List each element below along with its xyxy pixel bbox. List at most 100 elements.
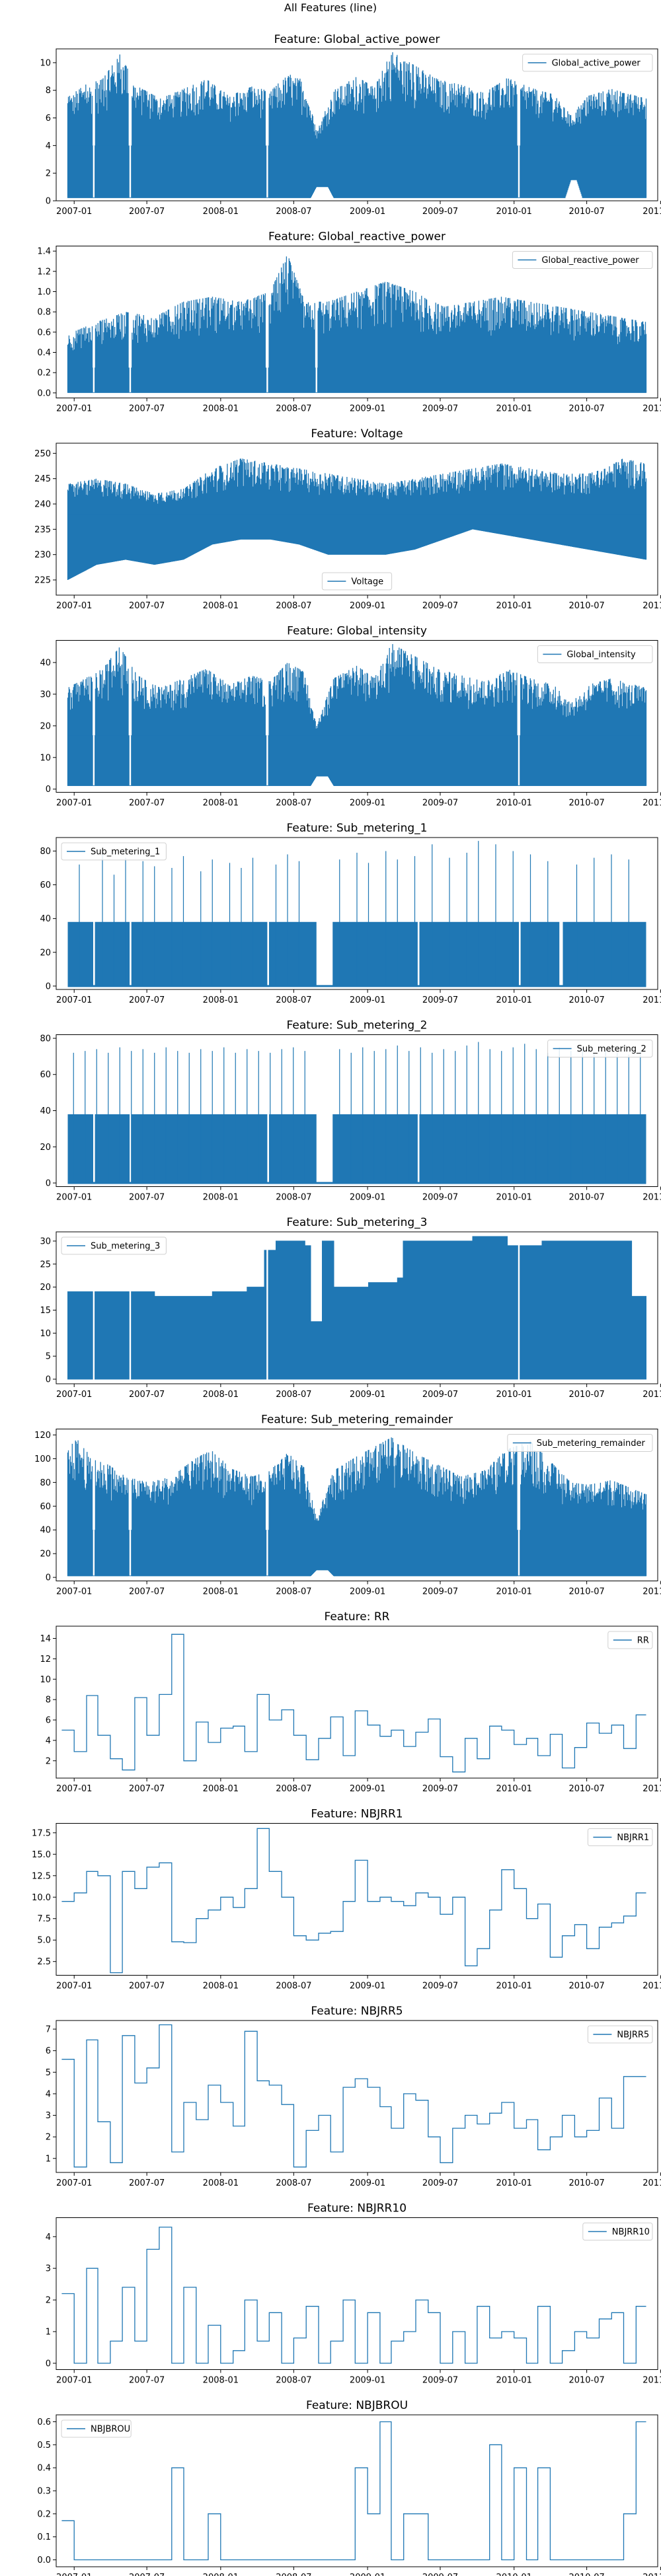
legend-box xyxy=(61,1236,167,1255)
y-tick-label: 10 xyxy=(40,58,51,68)
x-tick-label: 2009-01 xyxy=(350,2376,385,2386)
y-tick-label: 40 xyxy=(40,659,51,668)
data-gap xyxy=(266,735,268,785)
x-tick-label: 2010-01 xyxy=(496,2376,532,2386)
series-band xyxy=(332,1114,418,1184)
x-tick-label: 2007-07 xyxy=(129,1982,165,1991)
series-line-path xyxy=(61,2421,646,2561)
data-gap xyxy=(518,1232,520,1384)
x-tick-label: 2011-01 xyxy=(642,2376,661,2386)
x-tick-label: 2009-01 xyxy=(350,207,385,217)
y-tick-label: 120 xyxy=(34,1431,51,1441)
x-tick-label: 2007-01 xyxy=(56,207,92,217)
y-tick-label: 7.5 xyxy=(37,1914,51,1924)
legend-label: NBJRR5 xyxy=(617,2030,649,2040)
y-tick-label: 80 xyxy=(40,847,51,857)
legend-label: NBJRR1 xyxy=(617,1833,649,1843)
x-tick-label: 2009-01 xyxy=(350,601,385,611)
data-gap xyxy=(518,735,520,785)
x-tick-label: 2007-01 xyxy=(56,404,92,414)
x-tick-label: 2009-07 xyxy=(422,1193,458,1203)
legend-box xyxy=(537,645,653,663)
x-tick-label: 2010-01 xyxy=(496,1982,532,1991)
x-tick-label: 2007-07 xyxy=(129,2178,165,2188)
data-gap xyxy=(129,735,132,785)
y-tick-label: 230 xyxy=(34,550,51,560)
x-tick-label: 2007-07 xyxy=(129,2573,165,2576)
x-tick-label: 2009-07 xyxy=(422,1390,458,1400)
data-gap xyxy=(315,367,317,392)
series-line xyxy=(67,644,647,786)
x-tick-label: 2009-01 xyxy=(350,1982,385,1991)
y-tick-label: 40 xyxy=(40,1526,51,1536)
x-tick-label: 2008-07 xyxy=(276,1193,311,1203)
subplot-11: Feature: NBJRR5 1 2 3 4 5 6 7 2007-01 2007-07 2008… xyxy=(46,2005,661,2188)
legend-box xyxy=(512,251,653,269)
series-body xyxy=(67,145,646,198)
x-tick-label: 2011-01 xyxy=(642,1587,661,1597)
series-line xyxy=(61,2024,646,2168)
legend: Global_intensity xyxy=(537,645,653,663)
series-band xyxy=(563,921,646,986)
x-tick-label: 2007-01 xyxy=(56,2178,92,2188)
subplot-title: Feature: Global_active_power xyxy=(274,33,440,46)
x-tick-label: 2007-07 xyxy=(129,2376,165,2386)
subplot-title: Feature: NBJBROU xyxy=(306,2399,408,2412)
x-tick-label: 2011-01 xyxy=(642,1982,661,1991)
y-tick-label: 235 xyxy=(34,525,51,535)
subplot-title: Feature: Sub_metering_1 xyxy=(287,822,428,835)
y-tick-label: 12 xyxy=(40,1655,51,1664)
x-tick-label: 2010-07 xyxy=(568,2178,604,2188)
x-tick-label: 2010-07 xyxy=(568,601,604,611)
data-gap xyxy=(93,367,95,392)
series-line xyxy=(67,256,647,393)
legend: Global_reactive_power xyxy=(512,251,653,269)
x-tick-label: 2008-07 xyxy=(276,2376,311,2386)
data-gap xyxy=(266,1530,268,1576)
axes-frame xyxy=(56,2020,658,2173)
x-tick-label: 2007-01 xyxy=(56,2376,92,2386)
x-tick-label: 2010-01 xyxy=(496,1587,532,1597)
x-tick-label: 2011-01 xyxy=(642,207,661,217)
x-tick-label: 2008-01 xyxy=(203,207,239,217)
x-tick-label: 2011-01 xyxy=(642,2573,661,2576)
y-tick-label: 25 xyxy=(40,1260,51,1270)
y-tick-label: 0.6 xyxy=(37,2417,51,2427)
legend-label: Sub_metering_3 xyxy=(91,1242,160,1252)
x-tick-label: 2008-01 xyxy=(203,1390,239,1400)
y-tick-label: 60 xyxy=(40,1502,51,1512)
x-tick-label: 2010-07 xyxy=(568,995,604,1005)
y-tick-label: 10 xyxy=(40,753,51,763)
x-tick-label: 2010-07 xyxy=(568,1587,604,1597)
legend-label: Sub_metering_1 xyxy=(91,847,160,857)
x-tick-label: 2009-07 xyxy=(422,2178,458,2188)
y-tick-label: 0.0 xyxy=(37,2556,51,2565)
y-tick-label: 10 xyxy=(40,1675,51,1685)
y-tick-label: 0.4 xyxy=(37,348,51,358)
x-tick-label: 2009-01 xyxy=(350,2178,385,2188)
series-line xyxy=(67,52,647,198)
axes-frame xyxy=(56,443,658,596)
x-tick-label: 2008-01 xyxy=(203,601,239,611)
subplot-2: Feature: Global_reactive_power 0.0 0.2 0.4 0… xyxy=(37,231,661,414)
y-tick-label: 0 xyxy=(46,785,51,795)
y-tick-label: 6 xyxy=(46,2046,51,2056)
x-tick-label: 2007-07 xyxy=(129,1784,165,1794)
legend-box xyxy=(547,1040,653,1057)
x-tick-label: 2007-01 xyxy=(56,2573,92,2576)
x-tick-label: 2010-07 xyxy=(568,1193,604,1203)
y-tick-label: 100 xyxy=(34,1454,51,1464)
x-tick-label: 2011-01 xyxy=(642,1390,661,1400)
legend: Global_active_power xyxy=(522,54,653,72)
x-tick-label: 2009-07 xyxy=(422,2573,458,2576)
y-tick-label: 20 xyxy=(40,1550,51,1559)
x-tick-label: 2008-07 xyxy=(276,404,311,414)
legend-box xyxy=(587,1828,653,1846)
x-tick-label: 2008-07 xyxy=(276,2573,311,2576)
y-tick-label: 1.4 xyxy=(37,247,51,257)
x-tick-label: 2010-01 xyxy=(496,2178,532,2188)
y-tick-label: 20 xyxy=(40,1283,51,1293)
x-tick-label: 2009-07 xyxy=(422,601,458,611)
x-tick-label: 2007-01 xyxy=(56,995,92,1005)
